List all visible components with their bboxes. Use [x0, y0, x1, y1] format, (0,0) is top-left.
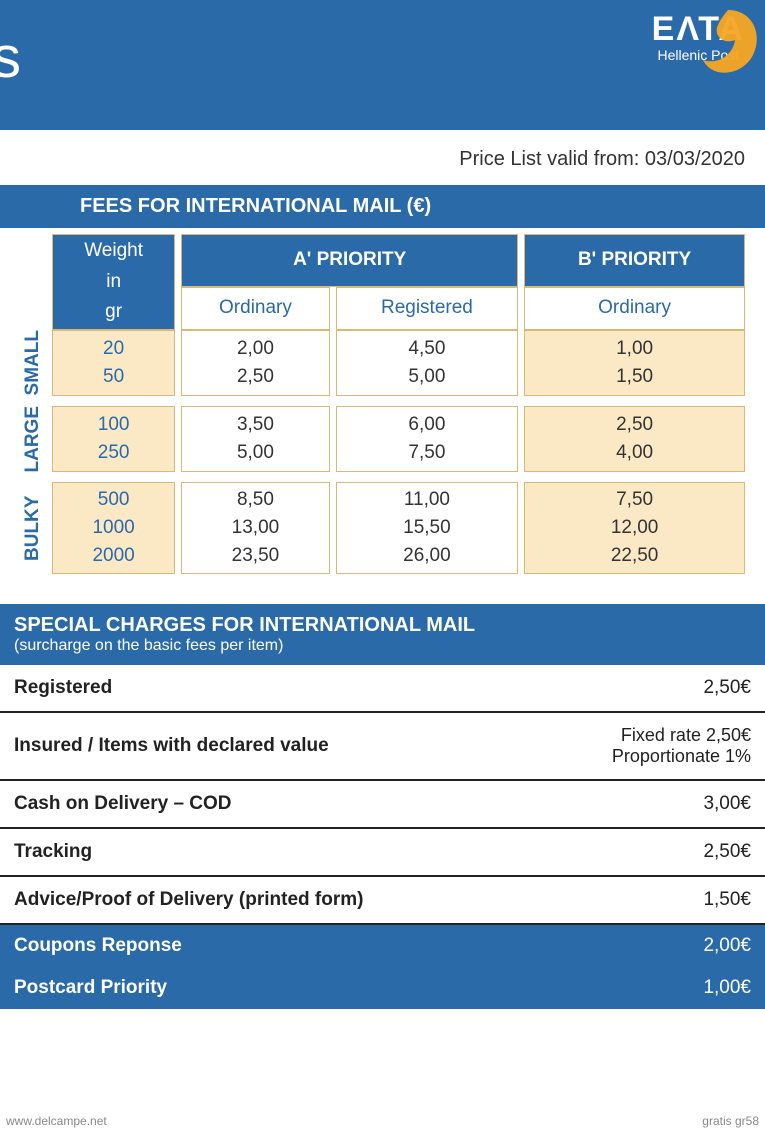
charge-row: Insured / Items with declared value Fixe… [0, 712, 765, 780]
charge-label: Postcard Priority [0, 967, 530, 1009]
b-priority-header: B' PRIORITY [524, 234, 745, 287]
price-cell: 11,00 15,50 26,00 [336, 482, 519, 574]
price-value: 5,00 [186, 442, 324, 464]
price-value: 22,50 [529, 545, 740, 567]
charge-value: 1,00€ [530, 967, 765, 1009]
charge-row-highlight: Postcard Priority 1,00€ [0, 967, 765, 1009]
price-value: 15,50 [341, 517, 514, 539]
page-title-fragment: s [0, 24, 21, 91]
price-cell: 2,00 2,50 [181, 330, 329, 395]
valid-from-line: Price List valid from: 03/03/2020 [0, 130, 765, 185]
special-subtitle: (surcharge on the basic fees per item) [14, 637, 751, 655]
charge-label: Insured / Items with declared value [0, 712, 530, 780]
price-value: 4,50 [341, 338, 514, 360]
attribution: gratis gr58 [702, 1114, 759, 1128]
charge-row: Tracking 2,50€ [0, 828, 765, 876]
charge-value: Fixed rate 2,50€ Proportionate 1% [530, 712, 765, 780]
charge-row: Advice/Proof of Delivery (printed form) … [0, 876, 765, 924]
fees-table: Weight in gr A' PRIORITY B' PRIORITY Ord… [14, 234, 751, 574]
price-value: 2,50 [186, 366, 324, 388]
charge-value-line: Fixed rate 2,50€ [544, 725, 751, 746]
group-label-small: SMALL [20, 330, 46, 395]
charge-label: Advice/Proof of Delivery (printed form) [0, 876, 530, 924]
price-cell: 7,50 12,00 22,50 [524, 482, 745, 574]
weight-value: 2000 [57, 545, 170, 567]
price-value: 3,50 [186, 414, 324, 436]
price-value: 11,00 [341, 489, 514, 511]
charge-value: 1,50€ [530, 876, 765, 924]
top-banner: s ΕΛΤΑ Hellenic Post [0, 0, 765, 130]
brand-logo: ΕΛΤΑ Hellenic Post [652, 10, 745, 63]
price-value: 7,50 [529, 489, 740, 511]
fees-section: FEES FOR INTERNATIONAL MAIL (€) Weight i… [0, 185, 765, 604]
fees-title: FEES FOR INTERNATIONAL MAIL (€) [0, 185, 765, 228]
weight-value: 500 [57, 489, 170, 511]
price-value: 2,50 [529, 414, 740, 436]
charge-label: Tracking [0, 828, 530, 876]
weight-cell: 100 250 [52, 406, 175, 473]
sub-header-registered: Registered [336, 287, 519, 330]
charge-value: 2,50€ [530, 665, 765, 712]
price-value: 26,00 [341, 545, 514, 567]
price-value: 5,00 [341, 366, 514, 388]
weight-cell: 20 50 [52, 330, 175, 395]
weight-hdr-line: in [57, 270, 170, 295]
special-title: SPECIAL CHARGES FOR INTERNATIONAL MAIL [14, 614, 751, 637]
price-value: 23,50 [186, 545, 324, 567]
sub-header-ordinary: Ordinary [181, 287, 329, 330]
charge-label: Registered [0, 665, 530, 712]
charge-value-line: Proportionate 1% [544, 746, 751, 767]
a-priority-header: A' PRIORITY [181, 234, 518, 287]
charge-row: Registered 2,50€ [0, 665, 765, 712]
hermes-head-icon [673, 0, 763, 90]
charge-label: Coupons Reponse [0, 924, 530, 967]
group-label-bulky: BULKY [20, 482, 46, 574]
price-value: 8,50 [186, 489, 324, 511]
weight-cell: 500 1000 2000 [52, 482, 175, 574]
price-value: 4,00 [529, 442, 740, 464]
charge-label: Cash on Delivery – COD [0, 780, 530, 828]
price-value: 13,00 [186, 517, 324, 539]
price-value: 2,00 [186, 338, 324, 360]
watermark: www.delcampe.net [6, 1114, 107, 1128]
weight-column-header: Weight in gr [52, 234, 175, 330]
price-cell: 1,00 1,50 [524, 330, 745, 395]
charge-value: 2,00€ [530, 924, 765, 967]
weight-value: 100 [57, 414, 170, 436]
price-value: 6,00 [341, 414, 514, 436]
price-value: 1,50 [529, 366, 740, 388]
charge-value: 3,00€ [530, 780, 765, 828]
special-charges-table: Registered 2,50€ Insured / Items with de… [0, 665, 765, 1009]
price-cell: 4,50 5,00 [336, 330, 519, 395]
weight-value: 250 [57, 442, 170, 464]
special-charges-header: SPECIAL CHARGES FOR INTERNATIONAL MAIL (… [0, 604, 765, 665]
weight-value: 50 [57, 366, 170, 388]
price-cell: 6,00 7,50 [336, 406, 519, 473]
sub-header-ordinary-b: Ordinary [524, 287, 745, 330]
price-cell: 3,50 5,00 [181, 406, 329, 473]
weight-value: 1000 [57, 517, 170, 539]
price-value: 1,00 [529, 338, 740, 360]
charge-row: Cash on Delivery – COD 3,00€ [0, 780, 765, 828]
weight-value: 20 [57, 338, 170, 360]
price-cell: 2,50 4,00 [524, 406, 745, 473]
group-label-large: LARGE [20, 406, 46, 473]
price-value: 7,50 [341, 442, 514, 464]
price-cell: 8,50 13,00 23,50 [181, 482, 329, 574]
charge-row-highlight: Coupons Reponse 2,00€ [0, 924, 765, 967]
weight-hdr-line: Weight [57, 239, 170, 264]
charge-value: 2,50€ [530, 828, 765, 876]
price-value: 12,00 [529, 517, 740, 539]
weight-hdr-line: gr [57, 300, 170, 325]
